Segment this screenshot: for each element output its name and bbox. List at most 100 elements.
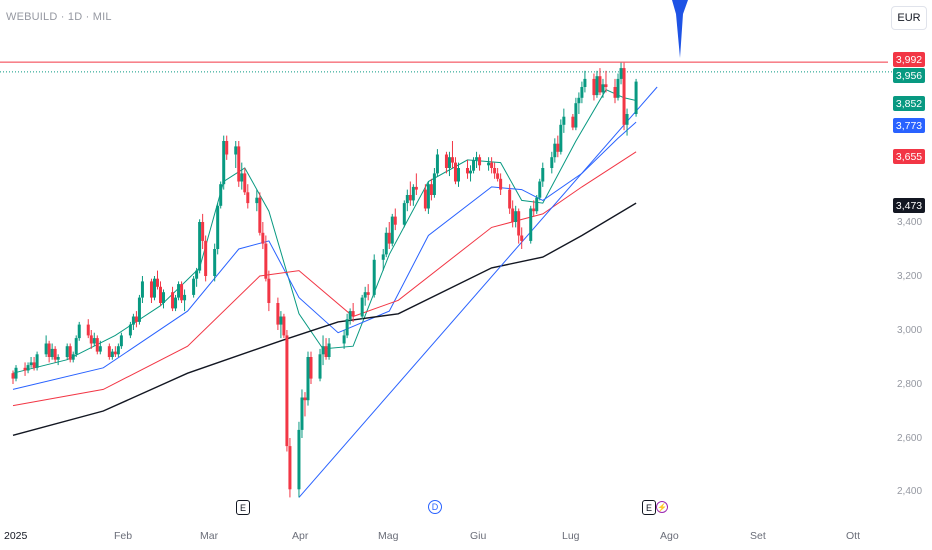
y-tick-label: 3,400 xyxy=(897,217,923,228)
dividend-event-marker[interactable]: D xyxy=(428,500,442,514)
candle-body xyxy=(219,184,223,206)
y-tick-label: 3,000 xyxy=(897,325,923,336)
candle-body xyxy=(472,159,476,171)
candle-body xyxy=(68,346,72,360)
candle-body xyxy=(372,259,376,295)
candle-body xyxy=(198,222,202,271)
candle-body xyxy=(402,203,406,225)
candle-body xyxy=(625,114,629,125)
candle-body xyxy=(562,116,566,125)
candle-body xyxy=(360,297,364,317)
candle-body xyxy=(89,335,93,344)
price-badge: 3,852 xyxy=(893,96,925,111)
candle-body xyxy=(342,335,346,344)
y-tick-label: 2,600 xyxy=(897,433,923,444)
candle-body xyxy=(180,284,184,301)
earnings-event-marker[interactable]: E xyxy=(236,500,250,515)
candle-body xyxy=(499,178,503,190)
candle-body xyxy=(423,189,427,209)
candle-body xyxy=(201,222,205,241)
candle-body xyxy=(300,397,304,430)
candle-body xyxy=(35,354,39,368)
candle-body xyxy=(267,278,271,303)
candle-body xyxy=(29,362,33,366)
candle-body xyxy=(381,254,385,260)
candle-body xyxy=(466,168,470,174)
price-badge: 3,655 xyxy=(893,149,925,164)
moving-average-line xyxy=(12,121,637,390)
candle-body xyxy=(634,81,638,114)
candle-body xyxy=(574,103,578,128)
candle-body xyxy=(450,157,454,163)
candle-body xyxy=(490,162,494,168)
candle-body xyxy=(496,173,500,179)
candle-body xyxy=(556,143,560,152)
candle-body xyxy=(469,170,473,174)
candle-body xyxy=(447,157,451,168)
candle-body xyxy=(520,235,524,241)
candle-body xyxy=(613,87,617,98)
earnings-event-marker[interactable]: E xyxy=(642,500,656,515)
candle-body xyxy=(475,157,479,160)
candle-body xyxy=(119,335,123,347)
x-tick-label: Giu xyxy=(470,530,487,542)
candle-body xyxy=(598,76,602,93)
candle-body xyxy=(456,168,460,182)
candle-body xyxy=(508,189,512,209)
candle-body xyxy=(134,316,138,322)
candle-body xyxy=(550,157,554,168)
symbol-title: WEBUILD · 1D · MIL xyxy=(6,11,112,23)
candle-body xyxy=(44,343,48,355)
price-badge: 3,956 xyxy=(893,68,925,83)
candle-body xyxy=(23,367,27,371)
candle-body xyxy=(309,357,313,379)
candle-body xyxy=(577,97,581,104)
candle-body xyxy=(616,78,620,98)
candle-body xyxy=(32,362,36,368)
candle-body xyxy=(529,208,533,241)
trendline xyxy=(298,86,658,498)
candle-body xyxy=(171,292,175,309)
candle-body xyxy=(444,154,448,168)
candle-body xyxy=(47,343,51,357)
candle-body xyxy=(453,162,457,182)
y-tick-label: 2,400 xyxy=(897,486,923,497)
split-event-marker[interactable]: ⚡ xyxy=(656,501,668,513)
candle-body xyxy=(279,316,283,325)
candle-body xyxy=(306,357,310,401)
candle-body xyxy=(107,346,111,357)
candle-body xyxy=(414,186,418,190)
currency-button[interactable]: EUR xyxy=(891,6,927,30)
candle-body xyxy=(384,232,388,255)
candle-body xyxy=(11,373,15,379)
candle-body xyxy=(366,292,370,295)
candle-body xyxy=(110,351,114,357)
candle-body xyxy=(282,316,286,336)
candle-body xyxy=(113,351,117,355)
y-tick-label: 2,800 xyxy=(897,379,923,390)
candle-body xyxy=(511,208,515,222)
candle-body xyxy=(559,124,563,152)
candle-body xyxy=(432,173,436,195)
candle-body xyxy=(86,324,90,336)
candle-body xyxy=(595,76,599,96)
x-tick-label: Ago xyxy=(660,530,679,542)
candle-body xyxy=(348,311,352,320)
candle-body xyxy=(622,68,626,125)
candle-body xyxy=(177,284,181,298)
candle-body xyxy=(152,278,156,298)
candle-body xyxy=(601,84,605,93)
candle-body xyxy=(541,168,545,182)
candle-body xyxy=(174,297,178,309)
price-badge: 3,773 xyxy=(893,118,925,133)
candle-body xyxy=(255,197,259,204)
candle-body xyxy=(345,319,349,336)
candle-body xyxy=(264,243,268,279)
candle-body xyxy=(324,346,328,357)
candle-body xyxy=(390,216,394,244)
candle-body xyxy=(128,324,132,336)
candle-body xyxy=(140,281,144,298)
arrow-marker-icon xyxy=(672,0,688,58)
candle-body xyxy=(321,346,325,355)
